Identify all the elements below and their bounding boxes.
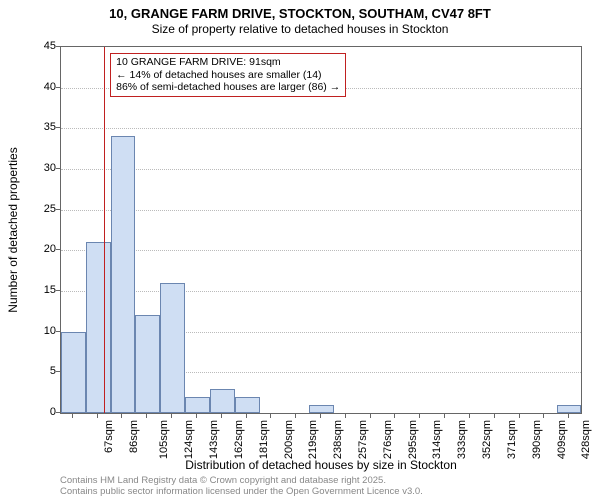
x-tick-mark (568, 414, 569, 418)
x-tick-label: 257sqm (357, 420, 369, 459)
y-tick-mark (56, 46, 60, 47)
x-tick-label: 295sqm (407, 420, 419, 459)
gridline (61, 250, 581, 251)
y-tick-label: 0 (26, 406, 56, 418)
x-tick-label: 409sqm (556, 420, 568, 459)
footer-attribution: Contains HM Land Registry data © Crown c… (60, 476, 423, 498)
x-tick-label: 219sqm (307, 420, 319, 459)
x-tick-mark (72, 414, 73, 418)
chart-title-line2: Size of property relative to detached ho… (0, 22, 600, 36)
x-tick-mark (97, 414, 98, 418)
x-tick-mark (394, 414, 395, 418)
x-tick-label: 333sqm (456, 420, 468, 459)
y-tick-mark (56, 127, 60, 128)
x-tick-mark (171, 414, 172, 418)
y-tick-label: 40 (26, 81, 56, 93)
gridline (61, 169, 581, 170)
x-tick-mark (519, 414, 520, 418)
footer-line2: Contains public sector information licen… (60, 487, 423, 498)
histogram-bar (86, 242, 111, 413)
x-tick-label: 200sqm (283, 420, 295, 459)
plot-area: 10 GRANGE FARM DRIVE: 91sqm← 14% of deta… (60, 46, 582, 414)
x-tick-mark (370, 414, 371, 418)
y-tick-mark (56, 168, 60, 169)
annotation-line: ← 14% of detached houses are smaller (14… (116, 69, 340, 82)
y-tick-label: 45 (26, 40, 56, 52)
x-axis-label: Distribution of detached houses by size … (60, 458, 582, 472)
x-tick-label: 67sqm (103, 420, 115, 453)
y-tick-mark (56, 249, 60, 250)
x-tick-label: 162sqm (233, 420, 245, 459)
x-tick-mark (196, 414, 197, 418)
x-tick-label: 276sqm (382, 420, 394, 459)
x-tick-mark (469, 414, 470, 418)
x-tick-label: 143sqm (208, 420, 220, 459)
y-tick-mark (56, 412, 60, 413)
x-tick-label: 428sqm (581, 420, 593, 459)
y-tick-label: 10 (26, 325, 56, 337)
annotation-line: 86% of semi-detached houses are larger (… (116, 81, 340, 94)
x-tick-label: 238sqm (332, 420, 344, 459)
x-tick-mark (444, 414, 445, 418)
gridline (61, 291, 581, 292)
x-tick-mark (543, 414, 544, 418)
gridline (61, 210, 581, 211)
histogram-bar (235, 397, 260, 413)
histogram-bar (111, 136, 136, 413)
x-tick-label: 352sqm (481, 420, 493, 459)
histogram-bar (309, 405, 334, 413)
y-tick-mark (56, 331, 60, 332)
histogram-bar (61, 332, 86, 413)
x-tick-mark (270, 414, 271, 418)
x-tick-label: 314sqm (432, 420, 444, 459)
x-tick-label: 86sqm (128, 420, 140, 453)
chart-container: 10, GRANGE FARM DRIVE, STOCKTON, SOUTHAM… (0, 0, 600, 500)
x-tick-label: 390sqm (531, 420, 543, 459)
histogram-bar (557, 405, 581, 413)
annotation-line: 10 GRANGE FARM DRIVE: 91sqm (116, 56, 340, 69)
annotation-box: 10 GRANGE FARM DRIVE: 91sqm← 14% of deta… (110, 53, 346, 97)
y-tick-label: 35 (26, 121, 56, 133)
y-tick-label: 25 (26, 203, 56, 215)
y-tick-mark (56, 290, 60, 291)
histogram-bar (160, 283, 185, 413)
chart-title-line1: 10, GRANGE FARM DRIVE, STOCKTON, SOUTHAM… (0, 0, 600, 22)
x-tick-label: 124sqm (183, 420, 195, 459)
x-tick-label: 371sqm (506, 420, 518, 459)
y-tick-label: 15 (26, 284, 56, 296)
x-tick-mark (246, 414, 247, 418)
y-tick-mark (56, 371, 60, 372)
y-tick-label: 30 (26, 162, 56, 174)
x-tick-mark (320, 414, 321, 418)
x-tick-mark (121, 414, 122, 418)
y-tick-mark (56, 209, 60, 210)
marker-line (104, 47, 105, 413)
histogram-bar (185, 397, 210, 413)
x-tick-label: 105sqm (159, 420, 171, 459)
x-tick-mark (146, 414, 147, 418)
y-tick-label: 20 (26, 243, 56, 255)
x-tick-mark (419, 414, 420, 418)
histogram-bar (210, 389, 235, 413)
x-tick-mark (295, 414, 296, 418)
x-tick-label: 181sqm (258, 420, 270, 459)
y-tick-label: 5 (26, 365, 56, 377)
x-tick-mark (494, 414, 495, 418)
x-tick-mark (221, 414, 222, 418)
y-tick-mark (56, 87, 60, 88)
histogram-bar (135, 315, 160, 413)
gridline (61, 128, 581, 129)
x-tick-mark (345, 414, 346, 418)
